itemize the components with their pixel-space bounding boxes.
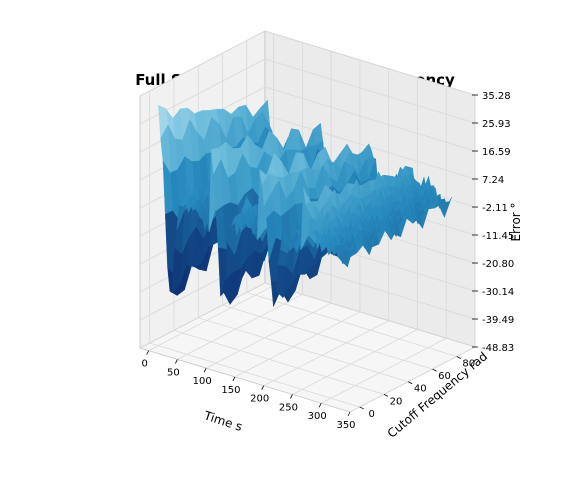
z-tick-label: -30.14 [482, 287, 514, 298]
y-tick-label: 80 [462, 358, 475, 369]
x-tick-mark [146, 350, 149, 355]
x-tick-label: 200 [250, 394, 269, 405]
z-tick-label: -48.83 [482, 343, 514, 354]
z-tick-label: -11.45 [482, 231, 514, 242]
x-tick-mark [175, 359, 178, 364]
x-tick-label: 100 [193, 376, 212, 387]
x-tick-mark [203, 367, 207, 373]
y-tick-mark [359, 406, 364, 410]
x-tick-label: 350 [336, 420, 355, 431]
surface-patch [339, 257, 351, 268]
z-axis-label: Error ° [509, 202, 523, 241]
x-axis-label: Time s [201, 408, 244, 434]
x-tick-mark [347, 411, 351, 417]
x-tick-mark [261, 385, 265, 390]
grid-line-z [139, 30, 476, 97]
grid-line-z [139, 58, 476, 125]
y-tick-label: 20 [390, 396, 403, 407]
z-tick-label: 16.59 [482, 147, 511, 158]
x-tick-mark [232, 376, 236, 382]
x-tick-label: 300 [308, 411, 327, 422]
x-tick-label: 0 [141, 359, 147, 370]
y-tick-mark [408, 381, 413, 385]
z-tick-label: 7.24 [482, 175, 504, 186]
z-tick-label: 25.93 [482, 119, 511, 130]
x-tick-mark [318, 403, 322, 408]
x-tick-label: 150 [221, 385, 240, 396]
error-surface [158, 99, 452, 307]
y-tick-mark [456, 356, 461, 359]
y-tick-mark [383, 393, 389, 397]
y-tick-mark [432, 368, 437, 372]
z-tick-label: -39.49 [482, 315, 514, 326]
x-tick-label: 50 [167, 367, 180, 378]
z-tick-label: 35.28 [482, 91, 511, 102]
z-tick-label: -20.80 [482, 259, 514, 270]
y-tick-label: 40 [414, 384, 427, 395]
x-tick-mark [290, 394, 293, 399]
y-tick-label: 0 [369, 409, 375, 420]
y-tick-label: 60 [438, 371, 451, 382]
z-tick-label: -2.11 [482, 203, 508, 214]
grid-line-z [139, 282, 476, 349]
axis-ticks: 0 50 100 150 200 250 300 350 0 20 40 60 80 35.28 25.93… [141, 91, 514, 431]
x-tick-label: 250 [279, 402, 298, 413]
